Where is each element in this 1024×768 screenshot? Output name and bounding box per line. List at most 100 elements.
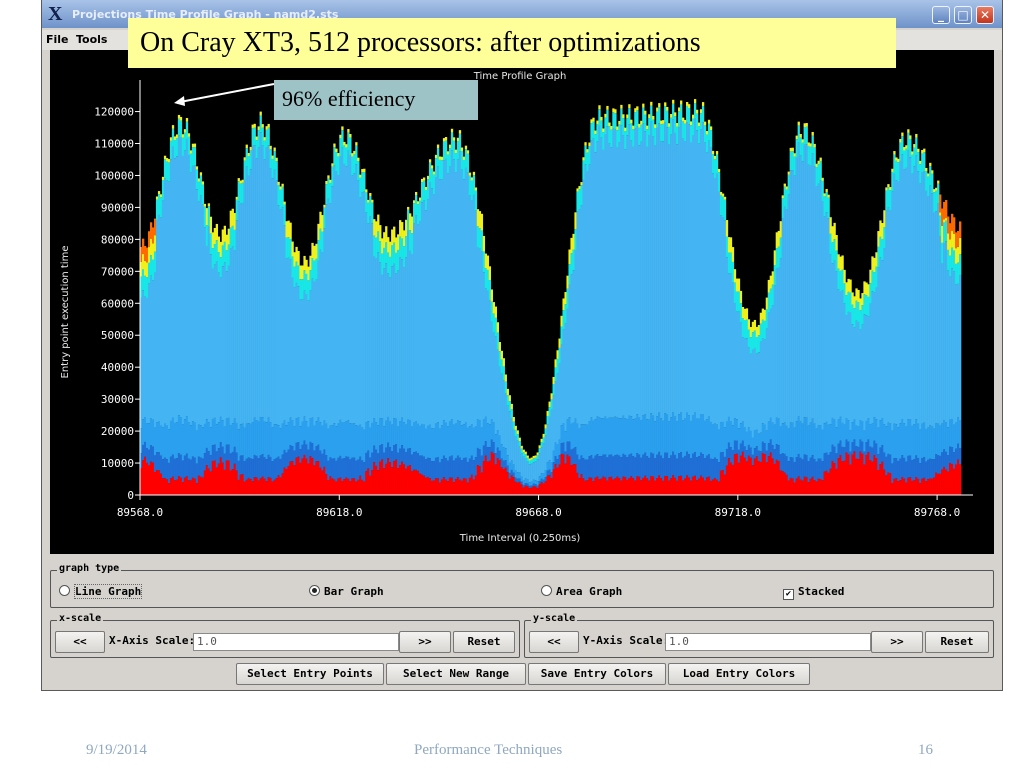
bar-segment (407, 419, 410, 449)
bar-segment (743, 427, 747, 447)
bar-segment (773, 424, 776, 450)
bar-segment (305, 444, 308, 459)
graph-type-title: graph type (57, 563, 122, 574)
bar-segment (472, 194, 476, 428)
bar-segment (851, 292, 854, 305)
stacked-checkbox[interactable]: ✔ Stacked (783, 585, 844, 600)
bar-segment (823, 196, 826, 217)
bar-segment (183, 132, 187, 151)
bar-segment (315, 446, 318, 462)
bar-segment (945, 241, 948, 423)
radio-line-graph[interactable]: Line Graph (59, 584, 143, 599)
bar-segment (777, 445, 780, 462)
bar-segment (935, 190, 938, 212)
close-icon[interactable]: ✕ (976, 6, 994, 24)
select-new-range-button[interactable]: Select New Range (386, 663, 526, 685)
bar-segment (921, 153, 924, 173)
bar-segment (917, 148, 920, 153)
bar-segment (418, 221, 422, 426)
radio-bar-graph[interactable]: Bar Graph (309, 585, 384, 598)
bar-segment (331, 163, 334, 167)
y-scale-reset-button[interactable]: Reset (925, 631, 989, 653)
bar-segment (500, 373, 503, 445)
y-scale-decrease-button[interactable]: << (529, 631, 579, 653)
bar-segment (327, 175, 330, 179)
menu-tools[interactable]: Tools (76, 33, 108, 46)
save-entry-colors-button[interactable]: Save Entry Colors (528, 663, 666, 685)
bar-segment (273, 479, 276, 495)
bar-segment (283, 467, 286, 495)
bar-segment (590, 417, 593, 456)
bar-segment (540, 442, 543, 448)
bar-segment (729, 273, 733, 422)
bar-segment (959, 275, 962, 421)
bar-segment (815, 428, 818, 462)
bar-segment (807, 164, 810, 426)
bar-segment (426, 425, 430, 458)
bar-segment (703, 125, 707, 143)
x-scale-increase-button[interactable]: >> (399, 631, 451, 653)
bar-segment (576, 423, 579, 455)
bar-segment (632, 456, 635, 479)
bar-segment (415, 195, 418, 216)
bar-segment (247, 457, 250, 478)
bar-segment (885, 426, 888, 457)
bar-segment (492, 453, 496, 495)
y-scale-input[interactable]: 1.0 (665, 633, 871, 651)
bar-segment (480, 455, 484, 473)
bar-segment (141, 460, 145, 495)
bar-segment (907, 419, 910, 456)
bar-segment (729, 462, 733, 495)
bar-segment (195, 189, 199, 431)
load-entry-colors-button[interactable]: Load Entry Colors (668, 663, 810, 685)
bar-segment (391, 451, 394, 468)
bar-segment (466, 482, 470, 495)
bar-segment (564, 431, 567, 452)
bar-segment (789, 457, 792, 478)
x-scale-reset-button[interactable]: Reset (453, 631, 515, 653)
bar-segment (227, 417, 230, 445)
bar-segment (426, 457, 430, 477)
bar-segment (193, 165, 197, 423)
bar-segment (273, 147, 276, 152)
bar-segment (809, 457, 812, 479)
bar-segment (763, 424, 767, 444)
minimize-icon[interactable]: _ (932, 6, 950, 24)
menu-file[interactable]: File (46, 33, 69, 46)
bar-segment (893, 458, 896, 479)
bar-segment (265, 481, 268, 495)
bar-segment (871, 423, 874, 448)
bar-segment (391, 245, 394, 267)
bar-segment (325, 455, 328, 475)
x-scale-decrease-button[interactable]: << (55, 631, 105, 653)
x-scale-input[interactable]: 1.0 (193, 633, 399, 651)
bar-segment (397, 468, 400, 495)
bar-segment (795, 457, 798, 479)
bar-segment (183, 419, 187, 456)
bar-segment (161, 200, 165, 428)
bar-segment (670, 117, 673, 135)
bar-segment (654, 421, 657, 459)
bar-segment (291, 256, 294, 278)
bar-segment (695, 418, 699, 458)
bar-segment (428, 458, 432, 479)
bar-segment (393, 461, 396, 495)
bar-segment (193, 147, 197, 166)
bar-segment (331, 458, 334, 479)
bar-segment (267, 127, 270, 146)
bar-segment (859, 420, 862, 440)
bar-segment (207, 203, 211, 207)
bar-segment (490, 301, 494, 322)
radio-area-graph[interactable]: Area Graph (541, 585, 622, 598)
select-entry-points-button[interactable]: Select Entry Points (236, 663, 384, 685)
bar-segment (642, 103, 645, 108)
bar-segment (367, 468, 370, 495)
bar-segment (207, 206, 211, 227)
bar-segment (239, 203, 242, 425)
bar-segment (693, 452, 697, 476)
y-scale-increase-button[interactable]: >> (871, 631, 923, 653)
bar-segment (590, 477, 593, 495)
maximize-icon[interactable]: □ (954, 6, 972, 24)
bar-segment (440, 425, 444, 460)
y-tick-label: 100000 (94, 169, 134, 182)
